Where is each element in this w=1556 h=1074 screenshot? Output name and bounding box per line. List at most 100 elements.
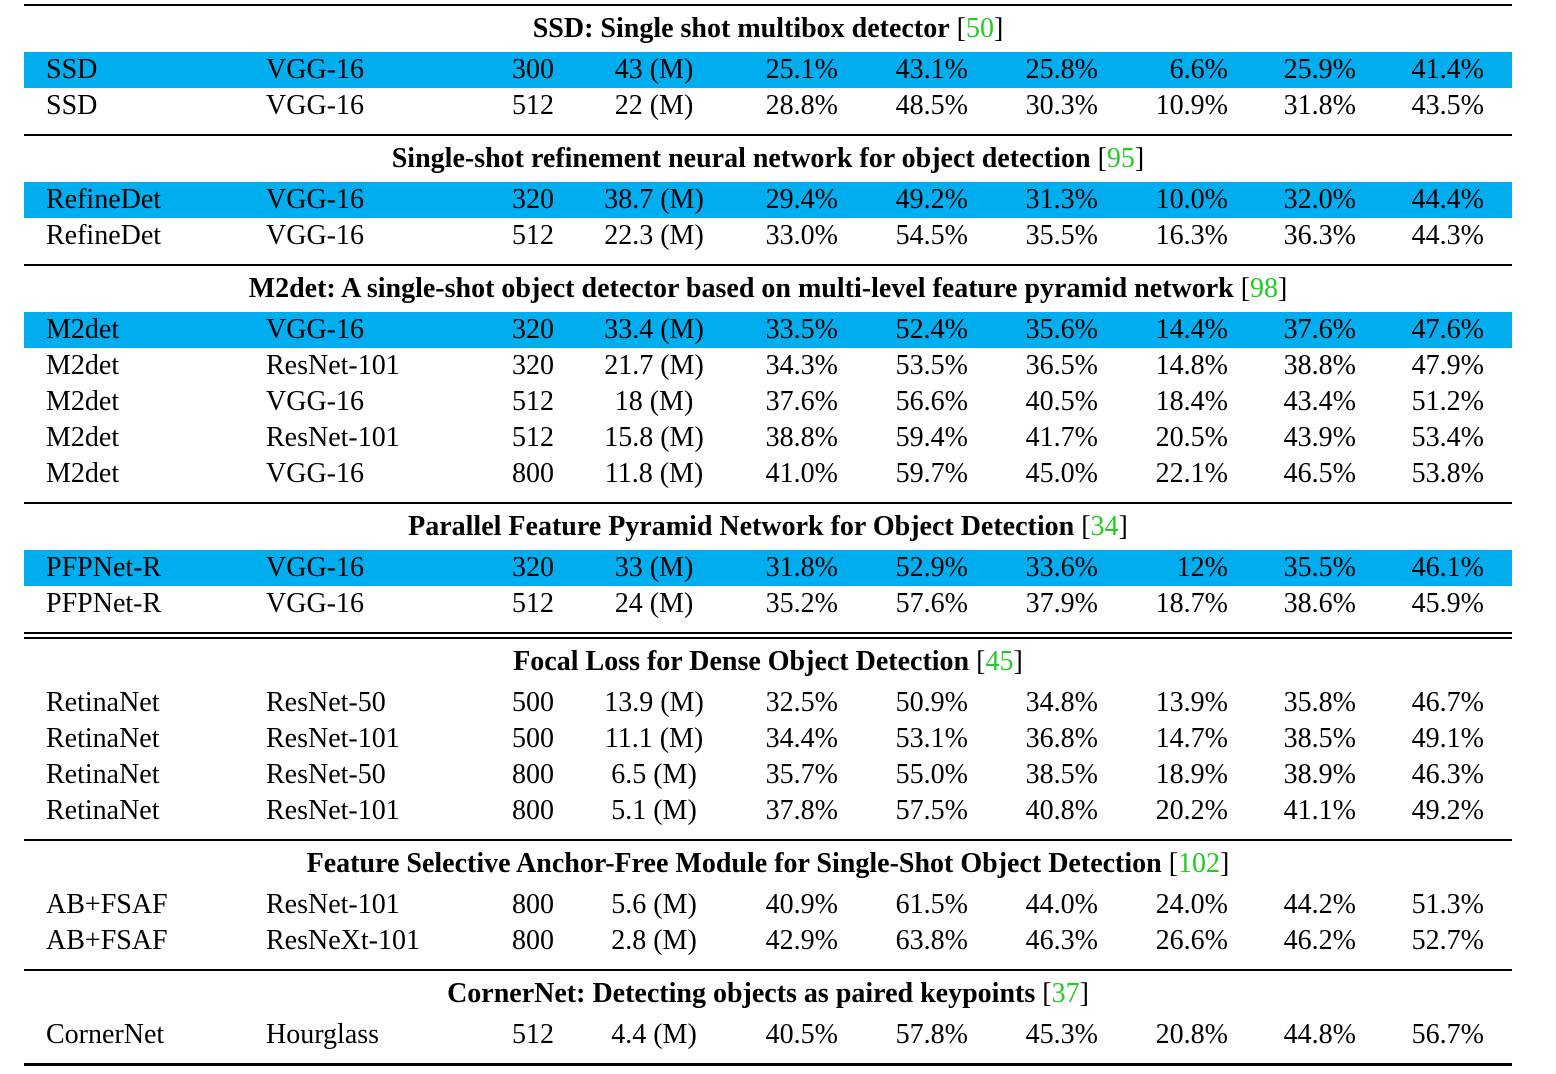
citation-link[interactable]: 45 xyxy=(985,646,1014,677)
table-row: RetinaNet ResNet-101 500 11.1 (M) 34.4% 53.1%… xyxy=(24,721,1512,757)
aps-cell: 18.4% xyxy=(1155,386,1228,417)
input-size-cell: 320 xyxy=(512,552,554,583)
apl-cell: 49.2% xyxy=(1411,795,1484,826)
citation-link[interactable]: 98 xyxy=(1250,273,1279,304)
ap75-cell: 31.3% xyxy=(1025,184,1098,215)
aps-cell: 14.7% xyxy=(1155,723,1228,754)
bottom-rule xyxy=(24,1063,1512,1066)
input-size-cell: 800 xyxy=(512,458,554,489)
ap-cell: 35.7% xyxy=(765,759,838,790)
table-row: RefineDet VGG-16 512 22.3 (M) 33.0% 54.5% 35.5… xyxy=(24,218,1512,254)
table-row: RetinaNet ResNet-101 800 5.1 (M) 37.8% 57.5% 4… xyxy=(24,793,1512,829)
apm-cell: 38.5% xyxy=(1283,723,1356,754)
ap-cell: 42.9% xyxy=(765,925,838,956)
table-row: M2det ResNet-101 512 15.8 (M) 38.8% 59.4% 41.7… xyxy=(24,420,1512,456)
citation-link[interactable]: 50 xyxy=(965,13,994,44)
table-row-highlighted: M2det VGG-16 320 33.4 (M) 33.5% 52.4% 35.6% 14.… xyxy=(24,312,1512,348)
citation-link[interactable]: 102 xyxy=(1178,848,1221,879)
section-rule xyxy=(24,969,1512,971)
fps-cell: 5.6 (M) xyxy=(611,889,697,920)
apm-cell: 31.8% xyxy=(1283,90,1356,121)
ap50-cell: 43.1% xyxy=(895,54,968,85)
section-rule xyxy=(24,264,1512,266)
ap75-cell: 34.8% xyxy=(1025,687,1098,718)
citation-link[interactable]: 95 xyxy=(1106,143,1135,174)
ap75-cell: 40.5% xyxy=(1025,386,1098,417)
double-rule xyxy=(24,632,1512,639)
apl-cell: 43.5% xyxy=(1411,90,1484,121)
input-size-cell: 800 xyxy=(512,925,554,956)
method-cell: M2det xyxy=(46,386,120,417)
section-title: M2det: A single-shot object detector bas… xyxy=(248,273,1234,304)
fps-cell: 4.4 (M) xyxy=(611,1019,697,1050)
section-rule xyxy=(24,134,1512,136)
fps-cell: 24 (M) xyxy=(614,588,694,619)
aps-cell: 18.7% xyxy=(1155,588,1228,619)
fps-cell: 21.7 (M) xyxy=(604,350,704,381)
apl-cell: 47.6% xyxy=(1411,314,1484,345)
input-size-cell: 512 xyxy=(512,90,554,121)
table-row: M2det VGG-16 512 18 (M) 37.6% 56.6% 40.5% 18.4%… xyxy=(24,384,1512,420)
ap50-cell: 63.8% xyxy=(895,925,968,956)
aps-cell: 6.6% xyxy=(1169,54,1228,85)
input-size-cell: 512 xyxy=(512,386,554,417)
apm-cell: 32.0% xyxy=(1283,184,1356,215)
ap-cell: 31.8% xyxy=(765,552,838,583)
ap75-cell: 44.0% xyxy=(1025,889,1098,920)
section-header: Feature Selective Anchor-Free Module for… xyxy=(306,848,1230,879)
method-cell: AB+FSAF xyxy=(46,925,168,956)
section-rule xyxy=(24,839,1512,841)
table-row: RetinaNet ResNet-50 500 13.9 (M) 32.5% 50.9% 3… xyxy=(24,685,1512,721)
apm-cell: 44.8% xyxy=(1283,1019,1356,1050)
ap50-cell: 57.5% xyxy=(895,795,968,826)
fps-cell: 6.5 (M) xyxy=(611,759,697,790)
aps-cell: 20.2% xyxy=(1155,795,1228,826)
section-header: SSD: Single shot multibox detector [50] xyxy=(532,13,1004,44)
apm-cell: 37.6% xyxy=(1283,314,1356,345)
ap-cell: 32.5% xyxy=(765,687,838,718)
table-row-highlighted: RefineDet VGG-16 320 38.7 (M) 29.4% 49.2% 31.3… xyxy=(24,182,1512,218)
backbone-cell: ResNet-101 xyxy=(266,795,400,826)
ap-cell: 25.1% xyxy=(765,54,838,85)
ap50-cell: 61.5% xyxy=(895,889,968,920)
ap75-cell: 33.6% xyxy=(1025,552,1098,583)
aps-cell: 18.9% xyxy=(1155,759,1228,790)
citation-link[interactable]: 37 xyxy=(1051,978,1080,1009)
ap50-cell: 54.5% xyxy=(895,220,968,251)
ap75-cell: 37.9% xyxy=(1025,588,1098,619)
input-size-cell: 800 xyxy=(512,889,554,920)
backbone-cell: Hourglass xyxy=(266,1019,380,1050)
citation-link[interactable]: 34 xyxy=(1090,511,1119,542)
top-rule xyxy=(24,4,1512,6)
ap75-cell: 30.3% xyxy=(1025,90,1098,121)
fps-cell: 15.8 (M) xyxy=(604,422,704,453)
table-row: AB+FSAF ResNet-101 800 5.6 (M) 40.9% 61.5% 44.… xyxy=(24,887,1512,923)
aps-cell: 26.6% xyxy=(1155,925,1228,956)
ap50-cell: 53.5% xyxy=(895,350,968,381)
backbone-cell: VGG-16 xyxy=(266,220,364,251)
ap-cell: 33.0% xyxy=(765,220,838,251)
results-table: SSD: Single shot multibox detector [50] S… xyxy=(24,4,1512,1066)
fps-cell: 2.8 (M) xyxy=(611,925,697,956)
apl-cell: 53.8% xyxy=(1411,458,1484,489)
table-row-highlighted: SSD VGG-16 300 43 (M) 25.1% 43.1% 25.8% 6.6% 25.… xyxy=(24,52,1512,88)
section-title: SSD: Single shot multibox detector xyxy=(532,13,950,44)
ap75-cell: 46.3% xyxy=(1025,925,1098,956)
ap-cell: 37.8% xyxy=(765,795,838,826)
input-size-cell: 512 xyxy=(512,1019,554,1050)
section-header: Single-shot refinement neural network fo… xyxy=(391,143,1145,174)
aps-cell: 12% xyxy=(1176,552,1228,583)
apl-cell: 52.7% xyxy=(1411,925,1484,956)
apm-cell: 46.5% xyxy=(1283,458,1356,489)
apl-cell: 51.3% xyxy=(1411,889,1484,920)
apl-cell: 44.4% xyxy=(1411,184,1484,215)
ap75-cell: 45.3% xyxy=(1025,1019,1098,1050)
backbone-cell: VGG-16 xyxy=(266,54,364,85)
method-cell: RefineDet xyxy=(46,220,162,251)
fps-cell: 33.4 (M) xyxy=(604,314,704,345)
ap50-cell: 52.9% xyxy=(895,552,968,583)
ap50-cell: 49.2% xyxy=(895,184,968,215)
backbone-cell: VGG-16 xyxy=(266,90,364,121)
aps-cell: 13.9% xyxy=(1155,687,1228,718)
table-row: SSD VGG-16 512 22 (M) 28.8% 48.5% 30.3% 10.9% 31… xyxy=(24,88,1512,124)
